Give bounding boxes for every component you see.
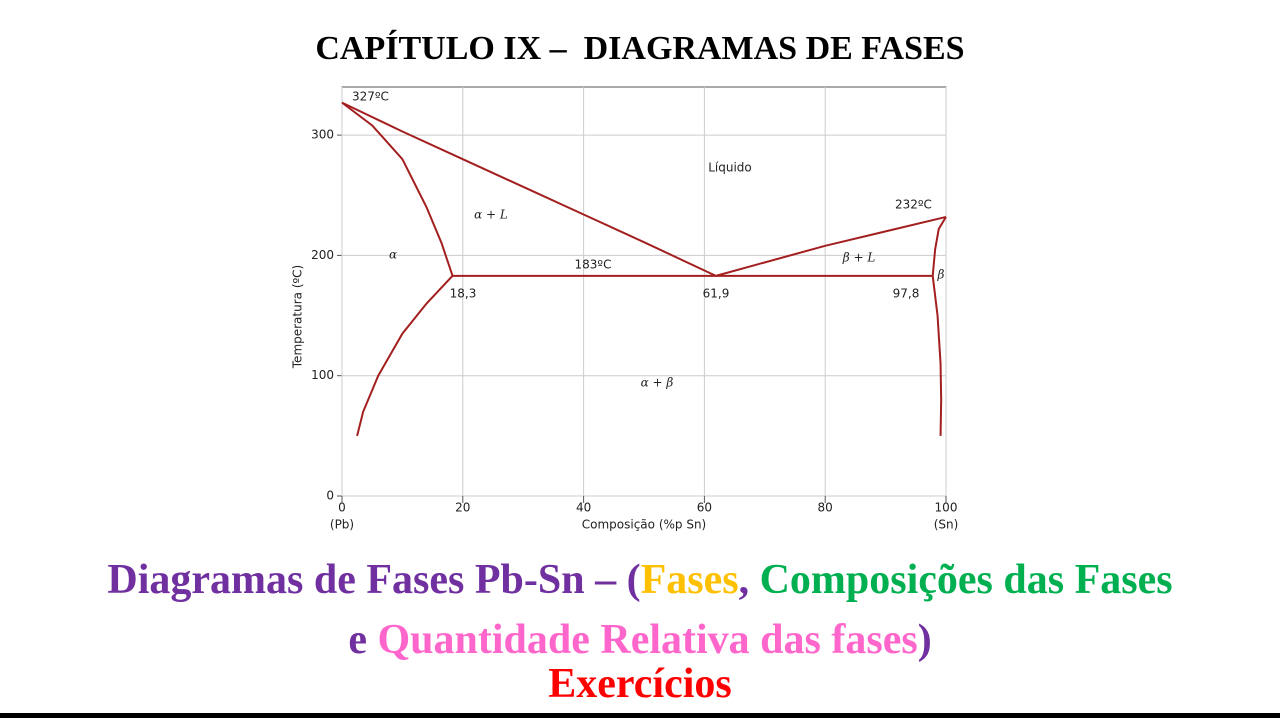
y-tick-label: 0 (326, 489, 334, 503)
x-tick-label: 100 (935, 501, 958, 515)
footer-text: Exercícios (548, 661, 732, 707)
x-end-label: (Sn) (934, 518, 959, 532)
annotation: 232ºC (895, 198, 932, 212)
footer-text: e (348, 617, 378, 663)
annotation: 183ºC (575, 258, 612, 272)
footer-line: e Quantidade Relativa das fases) (0, 616, 1280, 664)
footer-line: Diagramas de Fases Pb-Sn – (Fases, Compo… (0, 556, 1280, 604)
bottom-bar (0, 713, 1280, 718)
annotation: α + L (474, 208, 508, 222)
phase-diagram: 0 100 200 300 0 20 40 60 80 100 (Pb) (Sn) Composição… (291, 86, 959, 532)
footer-text: Quantidade Relativa das fases (377, 617, 918, 663)
annotation: 97,8 (893, 287, 920, 301)
phase-boundary (356, 275, 454, 437)
annotation: α (389, 248, 397, 262)
x-tick-label: 40 (576, 501, 591, 515)
annotation: α + β (641, 376, 674, 390)
annotation: 18,3 (450, 287, 477, 301)
footer-text: Composições das Fases (759, 557, 1173, 603)
y-tick-label: 300 (311, 128, 334, 142)
footer-text: ) (917, 617, 932, 663)
footer-text: Fases (640, 557, 739, 603)
y-tick-label: 200 (311, 248, 334, 262)
x-tick-label: 0 (338, 501, 346, 515)
slide-title: CAPÍTULO IX – DIAGRAMAS DE FASES (315, 30, 965, 67)
phase-boundary (715, 215, 947, 277)
annotation: 61,9 (703, 287, 730, 301)
plot-frame (341, 86, 947, 497)
x-tick-label: 20 (455, 501, 470, 515)
x-tick-label: 80 (818, 501, 833, 515)
footer-line: Exercícios (0, 660, 1280, 708)
annotation: β (937, 268, 945, 282)
x-axis-title: Composição (%p Sn) (582, 518, 706, 532)
footer-text: , (738, 557, 760, 603)
y-tick-label: 100 (311, 368, 334, 382)
annotation: 327ºC (352, 90, 389, 104)
x-tick-label: 60 (697, 501, 712, 515)
footer-text: Diagramas de Fases Pb-Sn – ( (107, 557, 641, 603)
phase-boundary (931, 275, 943, 436)
annotation: β + L (842, 251, 876, 265)
phase-boundary (341, 101, 454, 277)
y-axis-title: Temperatura (ºC) (291, 265, 305, 369)
phase-boundary (341, 101, 717, 277)
annotation: Líquido (708, 161, 752, 175)
phase-boundary (931, 216, 947, 276)
x-end-label: (Pb) (330, 518, 354, 532)
